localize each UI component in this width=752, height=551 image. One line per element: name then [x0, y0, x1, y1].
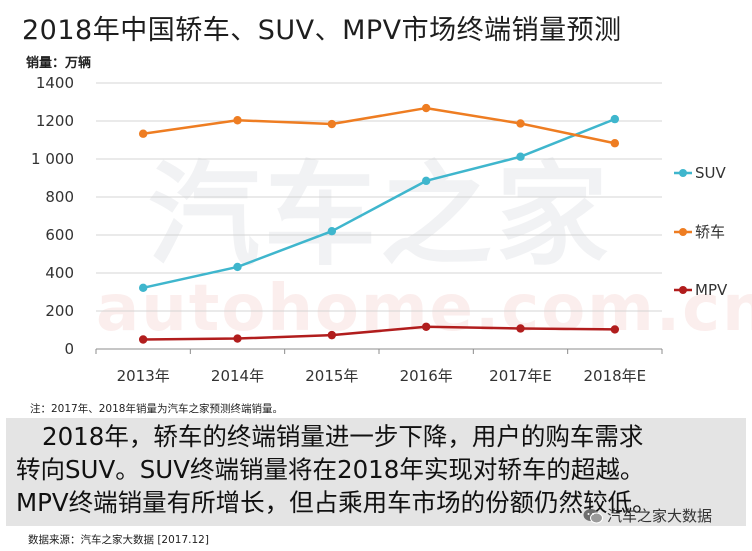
data-point [138, 283, 148, 293]
data-point [233, 116, 242, 125]
summary-line-2: 转向SUV。SUV终端销量将在2018年实现对轿车的超越。 [16, 455, 645, 484]
summary-line-3: MPV终端销量有所增长，但占乘用车市场的份额仍然较低。 [16, 488, 657, 517]
footnote: 注：2017年、2018年销量为汽车之家预测终端销量。 [30, 403, 283, 415]
x-tick-label: 2013年 [117, 367, 170, 385]
x-tick-label: 2018年E [584, 367, 647, 385]
data-point [421, 176, 431, 186]
chart-title: 2018年中国轿车、SUV、MPV市场终端销量预测 [22, 15, 622, 46]
y-tick-label: 600 [45, 226, 74, 244]
data-point [516, 152, 525, 161]
wechat-icon [583, 508, 603, 523]
summary-line-1: 2018年，轿车的终端销量进一步下降，用户的购车需求 [42, 422, 644, 451]
y-tick-label: 0 [64, 340, 74, 358]
data-point [610, 114, 620, 124]
legend-label: 轿车 [695, 223, 725, 241]
series-line [142, 117, 616, 290]
x-tick-label: 2017年E [489, 367, 552, 385]
y-tick-label: 200 [45, 302, 74, 320]
summary-box: 2018年，轿车的终端销量进一步下降，用户的购车需求 转向SUV。SUV终端销量… [6, 418, 746, 526]
y-tick-label: 800 [45, 188, 74, 206]
brand-tag: 汽车之家大数据 [583, 505, 712, 526]
x-tick-label: 2015年 [305, 367, 358, 385]
x-tick-label: 2014年 [211, 367, 264, 385]
gridlines [96, 82, 662, 350]
legend-swatch-marker [679, 228, 687, 236]
data-point [610, 139, 620, 148]
legend-swatch-marker [679, 169, 687, 177]
y-axis-unit-label: 销量：万辆 [26, 56, 92, 71]
y-axis-ticks: 0 200 400 600 800 1 000 1200 1400 [31, 74, 74, 358]
data-point [610, 325, 620, 334]
data-point [327, 330, 337, 340]
legend-swatch-marker [679, 286, 687, 294]
brand-label: 汽车之家大数据 [607, 507, 713, 525]
data-point [138, 335, 148, 344]
legend: SUV 轿车 MPV [674, 164, 728, 299]
data-point [327, 119, 337, 129]
data-source: 数据来源：汽车之家大数据 [2017.12] [28, 534, 209, 546]
data-point [421, 322, 431, 331]
data-point [233, 334, 242, 343]
data-point [421, 103, 431, 113]
y-tick-label: 1400 [36, 74, 74, 92]
y-tick-label: 400 [45, 264, 74, 282]
series-line [142, 106, 616, 145]
data-point [233, 262, 242, 272]
x-tick-label: 2016年 [400, 367, 453, 385]
series-group [138, 103, 620, 344]
data-point [516, 119, 525, 128]
y-tick-label: 1200 [36, 112, 74, 130]
data-point [516, 324, 525, 333]
series-line [143, 325, 615, 341]
data-point [327, 227, 337, 236]
legend-label: MPV [695, 281, 728, 299]
legend-label: SUV [695, 164, 727, 182]
data-point [138, 129, 148, 138]
y-tick-label: 1 000 [31, 150, 74, 168]
x-axis-ticks: 2013年 2014年 2015年 2016年 2017年E 2018年E [95, 349, 663, 385]
